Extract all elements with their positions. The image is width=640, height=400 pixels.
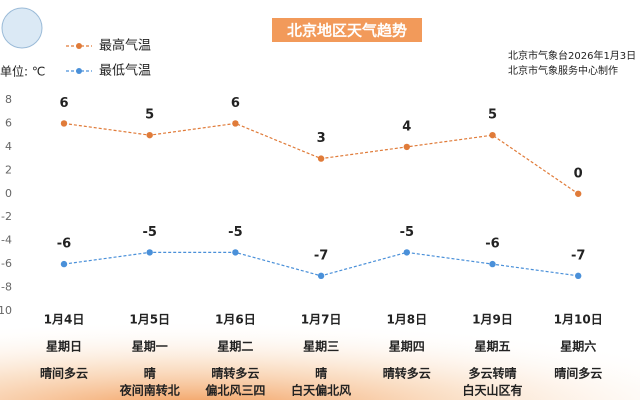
weather-text: 偏北风三四 xyxy=(205,383,265,398)
weekday: 星期五 xyxy=(474,339,510,354)
data-label: -7 xyxy=(571,248,585,263)
logo xyxy=(1,7,43,49)
x-tick-label: 1月8日 xyxy=(386,313,427,327)
data-point xyxy=(317,155,325,162)
chart-title: 北京地区天气趋势 xyxy=(287,22,407,40)
x-tick-label: 1月9日 xyxy=(472,313,513,327)
y-tick-label: 8 xyxy=(5,93,12,106)
data-label: 6 xyxy=(231,96,240,111)
weather-text: 白天山区有 xyxy=(462,383,522,398)
legend-label: 最低气温 xyxy=(99,63,151,79)
data-point xyxy=(575,190,582,197)
x-tick-label: 1月5日 xyxy=(129,313,170,327)
data-label: 0 xyxy=(574,166,583,181)
weather-text: 白天偏北风 xyxy=(291,383,351,398)
credit: 北京市气象服务中心制作 xyxy=(508,64,618,77)
data-point xyxy=(403,143,410,151)
data-label: -5 xyxy=(400,225,414,240)
weekday: 星期六 xyxy=(560,339,596,354)
data-point xyxy=(232,249,239,256)
background-glow xyxy=(0,300,640,400)
data-point xyxy=(60,120,68,127)
weather-text: 晴 xyxy=(144,366,156,381)
x-tick-label: 1月7日 xyxy=(301,313,342,327)
legend-marker xyxy=(76,43,82,49)
data-point xyxy=(489,260,496,268)
weekday: 星期三 xyxy=(303,339,339,354)
y-tick-label: -8 xyxy=(1,281,12,294)
weekday: 星期日 xyxy=(46,339,82,354)
data-point xyxy=(403,249,410,256)
y-tick-label: 0 xyxy=(5,187,12,200)
data-label: -5 xyxy=(228,225,242,240)
unit-label: 单位: ℃ xyxy=(0,64,45,79)
data-label: 6 xyxy=(59,96,68,111)
x-tick-label: 1月6日 xyxy=(215,313,256,327)
weather-text: 多云转晴 xyxy=(468,366,516,381)
y-tick-label: -4 xyxy=(1,234,12,247)
data-label: 5 xyxy=(145,108,154,123)
data-point xyxy=(575,272,582,280)
weather-text: 晴 xyxy=(315,366,327,381)
data-label: -6 xyxy=(57,237,71,252)
data-label: -6 xyxy=(485,237,499,252)
weather-text: 夜间南转北 xyxy=(119,383,180,398)
y-tick-label: -2 xyxy=(1,210,12,223)
y-tick-label: -6 xyxy=(1,257,12,270)
data-point xyxy=(489,131,496,139)
legend-marker xyxy=(76,68,82,74)
title-box xyxy=(272,18,422,42)
legend-label: 最高气温 xyxy=(99,38,151,54)
data-point xyxy=(60,260,68,268)
y-tick-label: 6 xyxy=(5,116,12,129)
y-tick-label: 2 xyxy=(5,163,12,176)
credit: 北京市气象台2026年1月3日 xyxy=(508,49,636,62)
data-point xyxy=(146,249,153,256)
x-tick-label: 1月10日 xyxy=(554,313,603,327)
weather-text: 晴间多云 xyxy=(554,366,602,381)
data-point xyxy=(317,272,325,280)
weather-text: 晴间多云 xyxy=(40,366,88,381)
data-label: -7 xyxy=(314,248,328,263)
data-label: 5 xyxy=(488,108,497,123)
weekday: 星期四 xyxy=(389,339,425,354)
data-point xyxy=(232,120,239,127)
weather-text: 晴转多云 xyxy=(211,366,259,381)
y-tick-label: -10 xyxy=(0,304,12,317)
y-tick-label: 4 xyxy=(5,140,12,153)
weather-text: 晴转多云 xyxy=(383,366,431,381)
data-label: -5 xyxy=(142,225,156,240)
weekday: 星期一 xyxy=(132,339,168,354)
data-label: 3 xyxy=(317,131,326,146)
data-label: 4 xyxy=(402,119,411,134)
data-point xyxy=(146,131,153,139)
x-tick-label: 1月4日 xyxy=(44,313,85,327)
weekday: 星期二 xyxy=(217,339,253,354)
